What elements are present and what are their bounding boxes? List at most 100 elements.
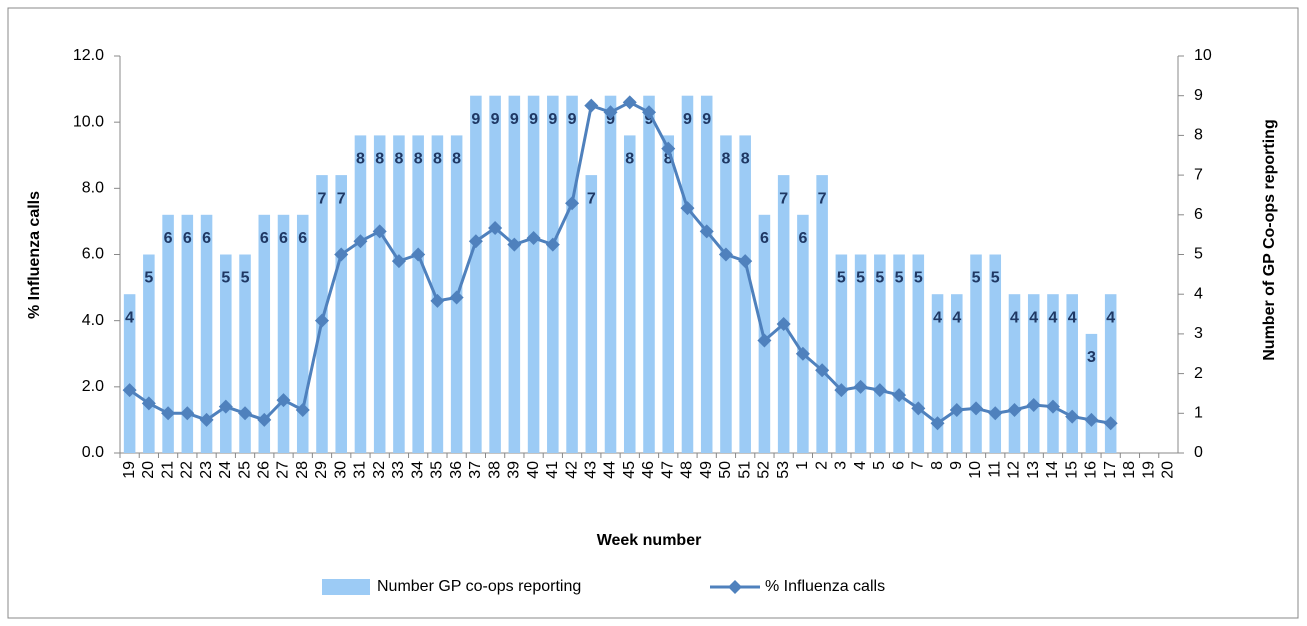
bar [816,175,828,453]
bar [547,95,559,453]
line-marker [603,105,618,120]
bar [527,95,540,453]
bar [143,254,155,453]
value-label: 3 [1087,349,1096,366]
bar [989,254,1002,453]
line-marker [391,254,406,269]
y2-tick-label: 8 [1194,127,1203,144]
x-tick-label: 21 [159,461,176,479]
value-label: 5 [972,270,981,287]
legend-label: % Influenza calls [765,578,885,595]
bar [739,135,751,453]
value-label: 8 [356,151,365,168]
line-marker [834,383,849,398]
value-label: 8 [394,151,403,168]
x-tick-label: 2 [813,461,830,470]
bar [643,95,655,453]
bar [1027,294,1040,453]
value-label: 6 [183,230,192,247]
line-marker [218,399,233,414]
line-marker [468,234,483,249]
line-marker [757,333,772,348]
legend-swatch [322,579,370,595]
y-axis-title: % Influenza calls [26,191,43,319]
x-tick-label: 20 [140,461,157,479]
y-tick-label: 4.0 [82,312,104,329]
bar [623,135,636,453]
value-label: 7 [318,190,327,207]
x-tick-label: 48 [679,461,696,479]
line-marker [795,346,810,361]
value-label: 5 [914,270,923,287]
x-tick-label: 24 [217,461,234,479]
line-marker [411,247,426,262]
bar [585,175,598,453]
x-tick-label: 52 [756,461,773,479]
x-tick-label: 25 [236,461,253,479]
y2-tick-label: 4 [1194,285,1203,302]
value-label: 6 [798,230,807,247]
y2-tick-label: 9 [1194,87,1203,104]
line-marker [776,316,791,331]
bar [393,135,405,453]
y2-tick-label: 2 [1194,365,1203,382]
line-marker [738,254,753,269]
bar [335,175,347,453]
value-label: 4 [1049,309,1058,326]
x-tick-label: 33 [390,461,407,479]
value-label: 4 [933,309,942,326]
line-marker [295,402,310,417]
line-marker [507,237,522,252]
value-label: 6 [260,230,269,247]
value-label: 4 [125,309,134,326]
y-tick-label: 12.0 [73,47,104,64]
x-tick-label: 14 [1044,461,1061,479]
x-tick-label: 53 [775,461,792,479]
bar [508,95,521,453]
x-tick-label: 20 [1160,461,1177,479]
bar [893,254,905,453]
x-tick-label: 3 [833,461,850,470]
x-tick-label: 32 [371,461,388,479]
line-marker [180,406,195,421]
value-label: 7 [337,190,346,207]
x-tick-label: 44 [602,461,619,479]
value-label: 6 [760,230,769,247]
x-tick-label: 18 [1121,461,1138,479]
bar [277,214,290,453]
line-marker [430,293,445,308]
x-tick-label: 10 [967,461,984,479]
y2-tick-label: 10 [1194,47,1212,64]
x-tick-label: 30 [332,461,349,479]
line-marker [161,406,176,421]
value-label: 5 [241,270,250,287]
x-tick-label: 37 [467,461,484,479]
x-tick-label: 23 [198,461,215,479]
bar [200,214,213,453]
line-marker [872,383,887,398]
x-tick-label: 45 [621,461,638,479]
value-label: 9 [529,111,538,128]
y2-tick-label: 6 [1194,206,1203,223]
line-marker [276,393,291,408]
line-marker [449,290,464,305]
bar [951,294,963,453]
line-marker [911,401,926,416]
line-marker [584,98,599,113]
line-marker [1065,409,1080,424]
legend-marker [728,580,742,594]
value-label: 9 [471,111,480,128]
line-marker [122,383,137,398]
x-axis-title: Week number [597,532,702,549]
bar [700,95,713,453]
line-marker [565,196,580,211]
x-tick-label: 43 [583,461,600,479]
bar [296,214,309,453]
line [128,100,1111,426]
bar [1104,294,1117,453]
line-marker [1084,412,1099,427]
bar [354,135,367,453]
value-label: 7 [818,190,827,207]
value-label: 5 [991,270,1000,287]
